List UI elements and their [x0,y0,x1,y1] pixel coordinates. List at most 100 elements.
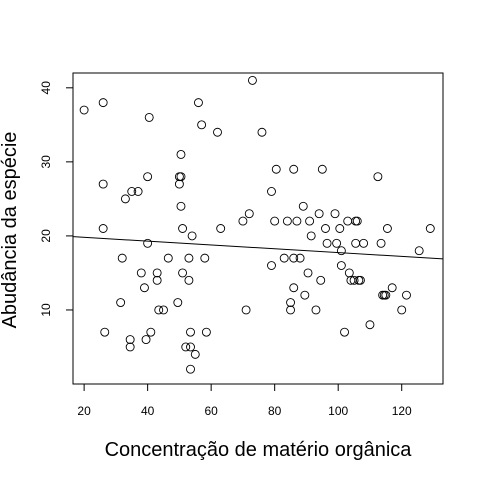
data-point [200,253,210,263]
y-tick-label: 40 [39,81,53,95]
data-point [425,224,435,233]
trend-line [72,236,444,260]
data-point [159,305,168,315]
data-point [184,275,194,285]
data-point [146,327,156,337]
data-point [187,231,197,241]
data-point [286,298,296,307]
data-point [152,275,162,285]
data-point [321,224,330,233]
data-point [143,172,153,182]
data-point [197,120,207,130]
y-tick-label: 10 [39,303,53,317]
x-axis-label: Concentração de matério orgânica [105,439,413,461]
data-point [247,75,257,85]
data-point [289,164,299,174]
data-point [270,216,280,226]
data-point [352,216,362,226]
x-tick-label: 100 [328,404,348,418]
data-point [174,179,184,189]
data-point [355,275,365,285]
data-point [244,209,254,219]
data-point [194,98,203,108]
data-point [351,238,361,248]
data-point [152,268,162,278]
data-point [127,187,137,196]
data-point [336,261,346,270]
y-axis-label: Abudância da espécie [0,132,21,329]
data-point [98,98,108,108]
data-point [335,224,345,233]
data-point [289,253,299,263]
data-point [349,275,359,285]
data-point [303,268,313,278]
data-point [173,298,183,307]
data-point [306,231,316,241]
plot-frame [72,72,444,385]
data-point [176,150,186,159]
data-point [79,105,89,115]
y-axis: 10 20 30 40 [39,81,73,317]
data-point [373,172,383,182]
data-point [289,283,299,293]
data-point [98,224,108,233]
data-point [282,216,292,226]
data-point [300,290,310,300]
data-point [376,238,386,248]
data-point [186,364,195,374]
data-point [322,238,332,248]
x-axis: 20 40 60 80 100 120 [77,384,412,418]
data-point [267,187,276,196]
data-point [176,201,186,211]
y-tick-label: 20 [39,229,53,243]
data-point [100,327,110,337]
x-tick-label: 120 [392,404,412,418]
y-tick-label: 30 [39,155,53,169]
data-point [382,224,392,233]
data-point [125,342,135,352]
x-tick-label: 40 [141,404,155,418]
data-point [359,238,369,248]
data-point [181,342,191,352]
data-point [186,327,195,337]
data-point [365,320,375,330]
data-point [267,261,276,270]
data-point [332,238,342,248]
data-point [213,127,222,137]
data-point [136,268,146,278]
data-point [154,305,164,315]
data-point [186,342,195,352]
data-point [286,305,296,315]
x-tick-label: 80 [268,404,282,418]
data-point [133,187,143,196]
data-point [295,253,305,263]
data-point [343,216,353,226]
data-point [298,201,308,211]
data-point [314,209,324,219]
data-point [178,224,188,233]
data-point [216,224,226,233]
data-point [330,209,340,219]
data-point [190,349,200,359]
data-point [397,305,407,315]
data-point [257,127,267,137]
data-point [143,238,153,248]
data-point [201,327,211,337]
data-point [344,268,354,278]
data-points [79,75,435,374]
data-point [238,216,248,226]
data-point [387,283,397,293]
data-point [279,253,289,263]
data-point [316,275,326,285]
data-point [271,164,281,174]
data-point [116,298,126,307]
data-point [144,112,154,122]
data-point [140,283,149,293]
data-point [402,290,411,300]
data-point [117,253,127,263]
data-point [381,290,391,300]
data-point [305,216,315,226]
data-point [98,179,108,189]
data-point [336,246,346,256]
